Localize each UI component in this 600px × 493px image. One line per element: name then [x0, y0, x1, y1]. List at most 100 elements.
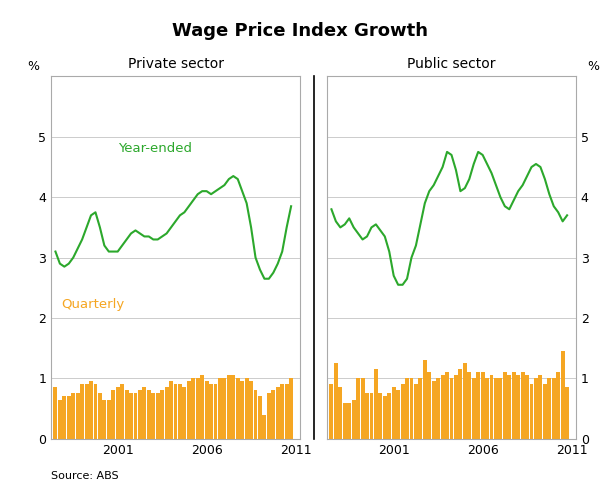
Text: Wage Price Index Growth: Wage Price Index Growth	[172, 22, 428, 40]
Bar	[164, 387, 169, 439]
Bar	[352, 399, 356, 439]
Text: %: %	[28, 60, 40, 73]
Bar	[490, 375, 493, 439]
Bar	[232, 375, 235, 439]
Bar	[547, 379, 551, 439]
Bar	[401, 385, 404, 439]
Bar	[534, 379, 538, 439]
Bar	[494, 379, 498, 439]
Bar	[80, 385, 84, 439]
Bar	[458, 369, 463, 439]
Bar	[89, 382, 93, 439]
Bar	[530, 385, 533, 439]
Bar	[556, 372, 560, 439]
Bar	[262, 415, 266, 439]
Bar	[525, 375, 529, 439]
Bar	[521, 372, 524, 439]
Bar	[151, 393, 155, 439]
Bar	[178, 385, 182, 439]
Text: Year-ended: Year-ended	[118, 142, 192, 155]
Bar	[116, 387, 119, 439]
Bar	[445, 372, 449, 439]
Bar	[454, 375, 458, 439]
Bar	[485, 379, 489, 439]
Text: Public sector: Public sector	[407, 57, 496, 71]
Bar	[440, 375, 445, 439]
Bar	[436, 379, 440, 439]
Bar	[227, 375, 231, 439]
Bar	[120, 385, 124, 439]
Bar	[392, 387, 395, 439]
Bar	[543, 385, 547, 439]
Bar	[432, 382, 436, 439]
Text: Source: ABS: Source: ABS	[51, 471, 119, 481]
Bar	[289, 379, 293, 439]
Bar	[516, 375, 520, 439]
Bar	[53, 387, 58, 439]
Bar	[134, 393, 137, 439]
Bar	[512, 372, 516, 439]
Bar	[147, 390, 151, 439]
Bar	[503, 372, 507, 439]
Bar	[347, 402, 351, 439]
Bar	[200, 375, 204, 439]
Bar	[334, 363, 338, 439]
Bar	[173, 385, 178, 439]
Bar	[129, 393, 133, 439]
Bar	[414, 385, 418, 439]
Bar	[245, 379, 248, 439]
Bar	[271, 390, 275, 439]
Bar	[94, 385, 97, 439]
Bar	[356, 379, 360, 439]
Bar	[423, 360, 427, 439]
Bar	[387, 393, 391, 439]
Text: Quarterly: Quarterly	[61, 298, 124, 311]
Bar	[76, 393, 80, 439]
Bar	[361, 379, 365, 439]
Bar	[125, 390, 128, 439]
Bar	[276, 387, 280, 439]
Bar	[508, 375, 511, 439]
Bar	[236, 379, 240, 439]
Bar	[182, 387, 187, 439]
Bar	[107, 399, 111, 439]
Bar	[338, 387, 342, 439]
Bar	[405, 379, 409, 439]
Bar	[191, 379, 195, 439]
Bar	[142, 387, 146, 439]
Bar	[285, 385, 289, 439]
Bar	[196, 379, 200, 439]
Bar	[396, 390, 400, 439]
Bar	[62, 396, 66, 439]
Text: %: %	[587, 60, 599, 73]
Bar	[383, 396, 387, 439]
Bar	[254, 390, 257, 439]
Bar	[103, 399, 106, 439]
Bar	[538, 375, 542, 439]
Bar	[138, 390, 142, 439]
Bar	[561, 351, 565, 439]
Bar	[249, 382, 253, 439]
Bar	[267, 393, 271, 439]
Bar	[85, 385, 89, 439]
Text: Private sector: Private sector	[128, 57, 223, 71]
Bar	[552, 379, 556, 439]
Bar	[343, 402, 347, 439]
Bar	[379, 393, 382, 439]
Bar	[258, 396, 262, 439]
Bar	[223, 379, 226, 439]
Bar	[467, 372, 471, 439]
Bar	[418, 379, 422, 439]
Bar	[209, 385, 213, 439]
Bar	[481, 372, 485, 439]
Bar	[499, 379, 502, 439]
Bar	[156, 393, 160, 439]
Bar	[410, 379, 413, 439]
Bar	[71, 393, 75, 439]
Bar	[160, 390, 164, 439]
Bar	[449, 379, 454, 439]
Bar	[240, 382, 244, 439]
Bar	[58, 399, 62, 439]
Bar	[476, 372, 480, 439]
Bar	[370, 393, 373, 439]
